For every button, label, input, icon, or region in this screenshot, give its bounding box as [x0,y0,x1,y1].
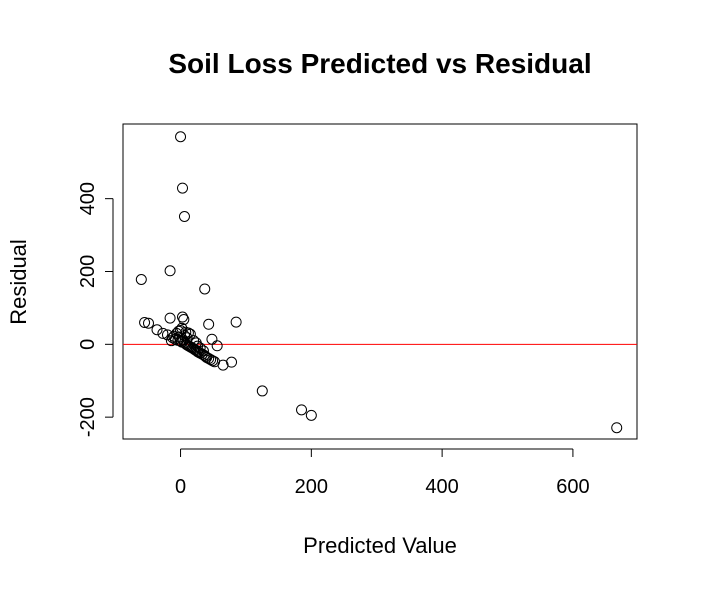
data-point [178,210,190,222]
data-point [197,345,209,357]
data-point [139,316,151,328]
x-axis-label: Predicted Value [303,533,457,558]
data-point [151,324,163,336]
x-tick-label: 200 [295,476,328,498]
chart-title: Soil Loss Predicted vs Residual [168,48,591,79]
data-point [173,331,185,343]
data-point [611,422,623,434]
data-point [184,328,196,340]
data-point [256,385,268,397]
data-point [207,355,219,367]
data-point [164,312,176,324]
data-point [178,330,190,342]
data-point [164,265,176,277]
data-point [206,333,218,345]
data-point [226,356,238,368]
data-point [177,182,189,194]
data-point [296,404,308,416]
data-point [181,332,193,344]
data-point [199,283,211,295]
x-tick-label: 0 [175,476,186,498]
data-point [230,316,242,328]
data-point [305,409,317,421]
plot-frame [122,123,638,440]
data-point [157,327,169,339]
y-tick-label: -200 [77,397,99,437]
data-points [135,131,623,434]
data-point [135,273,147,285]
data-point [178,314,190,326]
y-tick-label: 0 [77,339,99,350]
y-tick-label: 400 [77,182,99,215]
y-axis: -200 0 200 400 [77,182,114,437]
x-axis: 0 200 400 600 [175,448,590,498]
y-axis-label: Residual [6,239,31,325]
data-point [188,335,200,347]
x-tick-label: 400 [425,476,458,498]
data-point [177,311,189,323]
data-point [143,317,155,329]
data-point [175,131,187,143]
data-point [190,337,202,349]
x-tick-label: 600 [556,476,589,498]
data-point [211,340,223,352]
y-tick-label: 200 [77,255,99,288]
data-point [203,318,215,330]
